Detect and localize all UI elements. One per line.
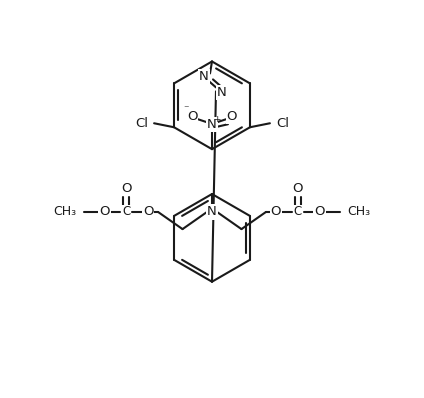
Text: O: O bbox=[99, 205, 109, 219]
Text: CH₃: CH₃ bbox=[348, 205, 371, 219]
Text: O: O bbox=[293, 181, 303, 195]
Text: O: O bbox=[227, 110, 237, 123]
Text: O: O bbox=[315, 205, 325, 219]
Text: N: N bbox=[207, 205, 217, 219]
Text: ⁻: ⁻ bbox=[183, 104, 189, 114]
Text: C: C bbox=[122, 205, 130, 219]
Text: Cl: Cl bbox=[276, 117, 289, 130]
Text: C: C bbox=[294, 205, 302, 219]
Text: N: N bbox=[207, 118, 217, 131]
Text: O: O bbox=[121, 181, 131, 195]
Text: O: O bbox=[271, 205, 281, 219]
Text: CH₃: CH₃ bbox=[53, 205, 76, 219]
Text: O: O bbox=[143, 205, 153, 219]
Text: O: O bbox=[187, 110, 197, 123]
Text: N: N bbox=[199, 70, 209, 83]
Text: +: + bbox=[213, 115, 221, 124]
Text: N: N bbox=[217, 86, 227, 99]
Text: Cl: Cl bbox=[135, 117, 148, 130]
